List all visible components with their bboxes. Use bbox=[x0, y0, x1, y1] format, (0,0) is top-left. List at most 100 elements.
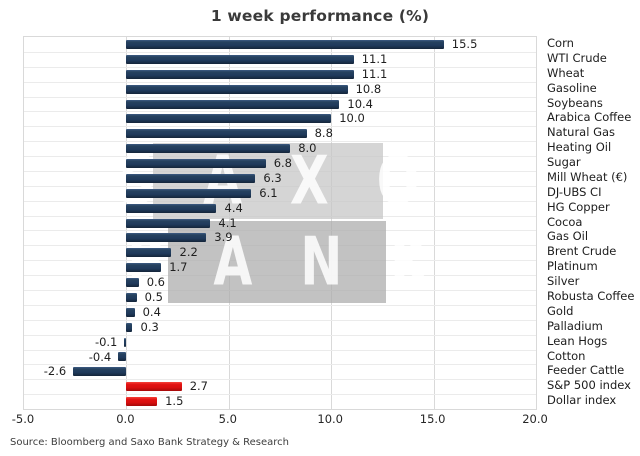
category-label: Gasoline bbox=[547, 80, 597, 95]
bar-value-label: 10.0 bbox=[339, 111, 365, 126]
bar-value-label: 4.1 bbox=[218, 215, 237, 230]
bar bbox=[73, 367, 127, 377]
bar bbox=[126, 69, 354, 79]
bar bbox=[126, 54, 354, 64]
category-label: WTI Crude bbox=[547, 50, 607, 65]
bar bbox=[126, 233, 207, 243]
chart-title: 1 week performance (%) bbox=[210, 7, 430, 25]
category-label: Cotton bbox=[547, 348, 586, 363]
category-label: DJ-UBS CI bbox=[547, 184, 602, 199]
bar bbox=[126, 114, 332, 124]
x-tick-label: 0.0 bbox=[116, 412, 135, 426]
bar bbox=[126, 173, 256, 183]
category-label: Gold bbox=[547, 303, 574, 318]
bar-value-label: 0.5 bbox=[144, 290, 163, 304]
bar-value-label: 2.7 bbox=[189, 379, 208, 394]
category-label: S&P 500 index bbox=[547, 378, 631, 393]
bar bbox=[118, 352, 127, 362]
category-label: Dollar index bbox=[547, 393, 617, 408]
bar bbox=[126, 382, 182, 392]
bar bbox=[126, 278, 139, 287]
row-separator bbox=[24, 304, 536, 306]
row-separator bbox=[24, 334, 536, 336]
bar bbox=[126, 39, 444, 49]
bar bbox=[126, 292, 137, 302]
bar-value-label: 10.8 bbox=[355, 81, 382, 96]
row-separator bbox=[24, 111, 536, 113]
row-separator bbox=[24, 66, 536, 68]
bar-value-label: -0.1 bbox=[94, 334, 118, 349]
category-label: Gas Oil bbox=[547, 229, 589, 244]
bar bbox=[126, 218, 211, 228]
row-separator bbox=[24, 141, 536, 143]
bar bbox=[124, 337, 127, 347]
category-axis: Corn WTI Crude Wheat Gasoline Soybeans Arabic… bbox=[547, 36, 640, 408]
bar-value-label: 6.8 bbox=[273, 156, 292, 170]
row-separator bbox=[24, 364, 536, 366]
bar bbox=[126, 144, 291, 154]
bar-value-label: 11.1 bbox=[361, 66, 388, 81]
category-label: Brent Crude bbox=[547, 244, 617, 259]
bar-value-label: 8.0 bbox=[298, 141, 317, 156]
plot-area: S A X O B A N K 15.5 11.1 11.1 10.8 10.4 10.0… bbox=[23, 36, 537, 410]
bar-value-label: -0.4 bbox=[88, 349, 112, 364]
category-label: Natural Gas bbox=[547, 125, 616, 140]
row-separator bbox=[24, 96, 536, 98]
bar bbox=[126, 307, 135, 317]
bar-value-label: -2.6 bbox=[43, 364, 67, 379]
bar-value-label: 11.1 bbox=[361, 51, 388, 66]
row-separator bbox=[24, 81, 536, 83]
bar-value-label: 8.8 bbox=[314, 126, 333, 141]
row-separator bbox=[24, 319, 536, 321]
category-label: Platinum bbox=[547, 259, 598, 274]
bar bbox=[126, 84, 348, 94]
bar bbox=[126, 397, 158, 407]
bar-value-label: 6.3 bbox=[263, 170, 282, 185]
category-label: Soybeans bbox=[547, 95, 603, 110]
x-tick-label: -5.0 bbox=[11, 412, 35, 426]
bar-value-label: 0.3 bbox=[140, 319, 159, 334]
source-note: Source: Bloomberg and Saxo Bank Strategy… bbox=[10, 437, 290, 448]
row-separator bbox=[24, 379, 536, 381]
bar bbox=[126, 203, 217, 213]
bar-value-label: 15.5 bbox=[451, 37, 478, 51]
x-tick-label: 20.0 bbox=[522, 412, 548, 426]
bar-value-label: 3.9 bbox=[214, 230, 233, 245]
row-separator bbox=[24, 349, 536, 351]
bar-value-label: 1.5 bbox=[165, 394, 184, 409]
x-tick-label: 5.0 bbox=[218, 412, 237, 426]
category-label: Lean Hogs bbox=[547, 333, 608, 348]
category-label: Sugar bbox=[547, 155, 581, 169]
category-label: Silver bbox=[547, 274, 580, 289]
category-label: Mill Wheat (€) bbox=[547, 169, 628, 184]
gridline-vertical bbox=[433, 37, 435, 409]
bar-value-label: 2.2 bbox=[179, 245, 198, 260]
category-label: Cocoa bbox=[547, 214, 583, 229]
bar bbox=[126, 99, 340, 109]
row-separator bbox=[24, 394, 536, 396]
x-tick-label: 15.0 bbox=[419, 412, 446, 426]
bar-value-label: 0.6 bbox=[146, 275, 165, 290]
category-label: Feeder Cattle bbox=[547, 363, 625, 378]
category-label: Corn bbox=[547, 36, 574, 50]
bar-value-label: 0.4 bbox=[142, 304, 161, 319]
category-label: HG Copper bbox=[547, 199, 610, 214]
row-separator bbox=[24, 51, 536, 53]
category-label: Heating Oil bbox=[547, 140, 612, 155]
bar bbox=[126, 248, 172, 258]
row-separator bbox=[24, 126, 536, 128]
bar-value-label: 4.4 bbox=[224, 200, 243, 215]
bar-value-label: 1.7 bbox=[169, 260, 188, 275]
bar bbox=[126, 159, 266, 168]
bar bbox=[126, 322, 133, 332]
bar bbox=[126, 129, 307, 139]
bar bbox=[126, 188, 252, 198]
category-label: Wheat bbox=[547, 65, 585, 80]
category-label: Robusta Coffee bbox=[547, 289, 635, 303]
bar-value-label: 6.1 bbox=[259, 185, 278, 200]
category-label: Palladium bbox=[547, 318, 603, 333]
x-tick-label: 10.0 bbox=[317, 412, 343, 426]
bar bbox=[126, 263, 162, 273]
bar-value-label: 10.4 bbox=[347, 96, 373, 111]
